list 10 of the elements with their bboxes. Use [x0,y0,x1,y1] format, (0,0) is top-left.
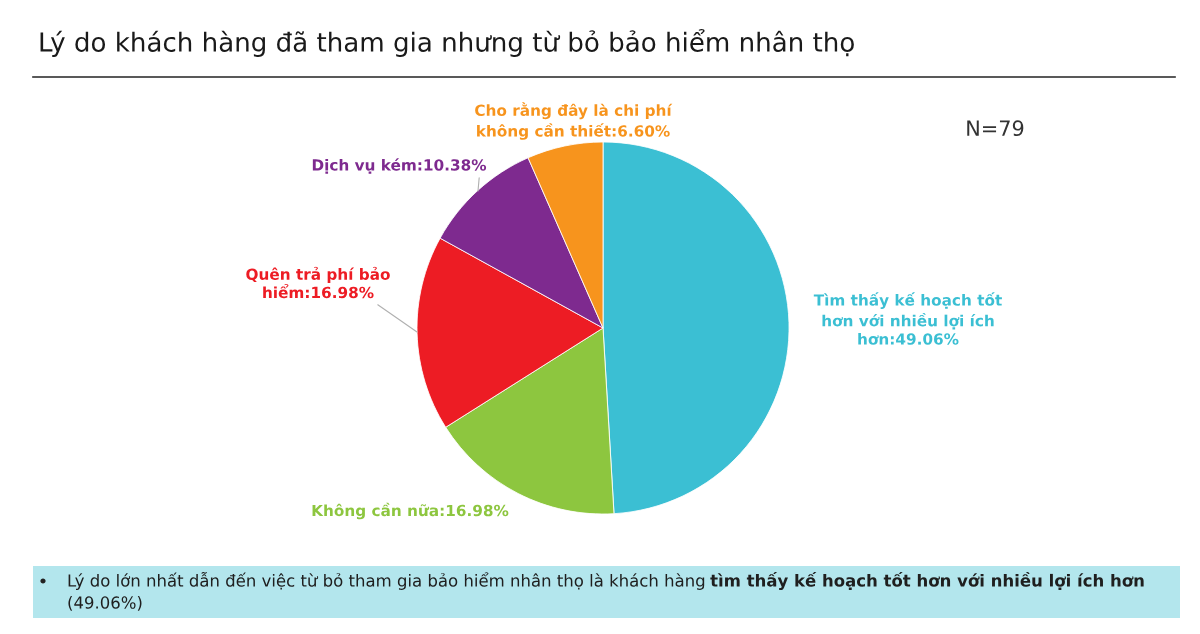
text: N=79 [967,120,1024,137]
text: tìm thấy kế hoạch tốt hơn với nhiều lợi ích hơn [710,571,1144,591]
slice-label: Dịch vụ kém:10.38% [312,158,487,174]
slice-label: Không cần nữa:16.98% [312,502,509,520]
slice-label: Quên trả phí bảo hiểm:16.98% [246,266,390,299]
slice-label: Tìm thấy kế hoạch tốt hơn với nhiều lợi ích hơn:49.06% [813,292,1002,345]
chart-title: Lý do khách hàng đã tham gia nhưng từ bỏ bảo hiểm nhân thọ [40,29,854,57]
text: (49.06%) [68,596,142,611]
text: Lý do lớn nhất dẫn đến việc từ bỏ tham gia bảo hiểm nhân thọ là khách hàng [68,572,705,590]
slice-label: Cho rằng đây là chi phí không cần thiết:6.60% [475,102,673,140]
